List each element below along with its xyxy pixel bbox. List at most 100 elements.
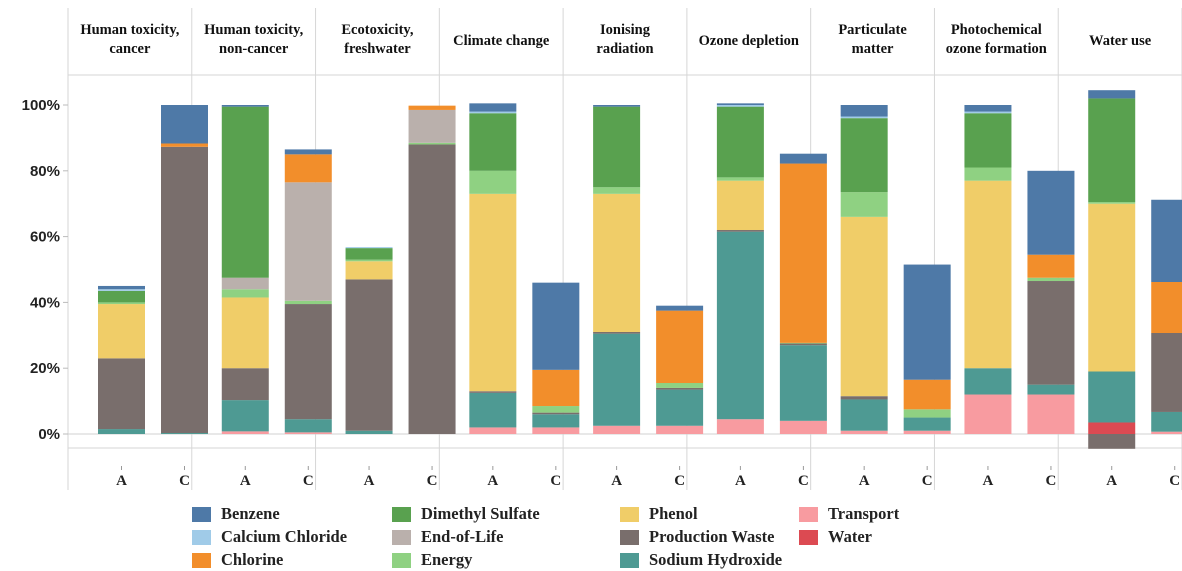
bar-segment-sodium-hydroxide xyxy=(903,417,951,431)
bar-segment-sodium-hydroxide xyxy=(1088,371,1136,423)
bar-segment-dimethyl-sulfate xyxy=(469,113,517,171)
bar-segment-calcium-chloride xyxy=(840,116,888,119)
bar-segment-production-waste xyxy=(284,304,332,420)
bar-segment-sodium-hydroxide xyxy=(221,400,269,432)
bar-segment-energy xyxy=(1088,202,1136,204)
y-tick-label: 100% xyxy=(22,97,60,114)
bar-segment-phenol xyxy=(345,261,393,280)
bar-segment-transport xyxy=(593,425,641,434)
chart-legend: Benzene Dimethyl Sulfate Phenol Transport Ca… xyxy=(192,503,952,569)
bar-segment-phenol xyxy=(221,297,269,369)
bar-segment-dimethyl-sulfate xyxy=(593,106,641,188)
bar-segment-dimethyl-sulfate xyxy=(221,106,269,278)
bar-segment-transport xyxy=(964,394,1012,434)
bar-segment-end-of-life xyxy=(284,182,332,301)
bar-segment-sodium-hydroxide xyxy=(593,333,641,426)
bar-segment-phenol xyxy=(716,180,764,231)
legend-label: Dimethyl Sulfate xyxy=(421,504,540,523)
legend-label: Water xyxy=(828,527,872,546)
bar-segment-benzene xyxy=(903,264,951,380)
bar-segment-production-waste xyxy=(469,391,517,393)
bar-segment-energy xyxy=(779,342,827,344)
bar-segment-sodium-hydroxide xyxy=(656,389,704,426)
x-tick-label: A xyxy=(611,473,622,489)
panel-title: freshwater xyxy=(344,41,411,57)
legend-swatch xyxy=(620,506,639,522)
bar-segment-transport xyxy=(1151,431,1182,434)
bar-segment-chlorine xyxy=(656,310,704,384)
bar-segment-phenol xyxy=(964,180,1012,369)
legend-label: Sodium Hydroxide xyxy=(649,550,783,569)
panel-title: cancer xyxy=(109,41,151,57)
bar-segment-chlorine xyxy=(1151,282,1182,333)
legend-label: Phenol xyxy=(649,504,698,523)
bar-segment-phenol xyxy=(1088,203,1136,372)
bar-segment-chlorine xyxy=(1027,254,1075,278)
legend-swatch xyxy=(192,506,211,522)
bar-segment-transport xyxy=(716,419,764,434)
bar-segment-end-of-life xyxy=(408,109,456,143)
bar-segment-production-waste xyxy=(408,144,456,435)
bar-segment-chlorine xyxy=(284,154,332,183)
bar-segment-phenol xyxy=(840,216,888,397)
x-tick-label: C xyxy=(550,473,561,489)
panel-title: Ionising xyxy=(600,22,651,38)
bar-segment-benzene xyxy=(1027,170,1075,255)
bar-segment-calcium-chloride xyxy=(98,289,145,291)
bar-segment-sodium-hydroxide xyxy=(161,433,208,434)
panel-title: radiation xyxy=(596,41,653,57)
panel-title: ozone formation xyxy=(946,41,1047,57)
bar-segment-energy xyxy=(284,300,332,305)
bar-segment-energy xyxy=(593,187,641,194)
y-tick-label: 40% xyxy=(30,294,60,311)
panel-title: Water use xyxy=(1089,33,1152,49)
bar-segment-benzene xyxy=(532,282,580,370)
panel-title: Ozone depletion xyxy=(699,33,799,49)
panel-title: Climate change xyxy=(453,33,550,49)
bar-segment-benzene xyxy=(161,105,208,144)
bar-segment-energy xyxy=(532,406,580,413)
legend-item: End-of-Life xyxy=(392,526,504,548)
legend-swatch xyxy=(799,506,818,522)
bar-segment-production-waste xyxy=(1151,332,1182,412)
legend-item: Chlorine xyxy=(192,549,283,571)
bar-segment-energy xyxy=(964,167,1012,181)
x-tick-label: A xyxy=(859,473,870,489)
bar-segment-calcium-chloride xyxy=(345,247,393,249)
bar-segment-benzene xyxy=(98,285,145,290)
bar-segment-dimethyl-sulfate xyxy=(840,118,888,193)
bar-segment-sodium-hydroxide xyxy=(98,429,145,434)
bar-segment-benzene xyxy=(469,103,517,112)
legend-label: End-of-Life xyxy=(421,527,504,546)
legend-swatch xyxy=(192,552,211,568)
bar-segment-water xyxy=(1088,422,1136,434)
x-tick-label: C xyxy=(1169,473,1180,489)
x-tick-label: C xyxy=(798,473,809,489)
x-tick-label: C xyxy=(922,473,933,489)
bar-segment-sodium-hydroxide xyxy=(1151,411,1182,432)
bar-segment-transport xyxy=(656,425,704,434)
legend-swatch xyxy=(620,552,639,568)
x-tick-label: A xyxy=(240,473,251,489)
legend-swatch xyxy=(392,529,411,545)
bar-segment-end-of-life xyxy=(221,277,269,290)
stacked-bar-chart: 100% 80% 60% 40% 20% 0% Human toxicity, cancer A… xyxy=(22,8,1182,490)
panel-title: Ecotoxicity, xyxy=(341,22,413,38)
bar-segment-energy xyxy=(469,170,517,194)
bar-segment-benzene xyxy=(1088,90,1136,99)
legend-label: Chlorine xyxy=(221,550,284,569)
bar-segment-production-waste xyxy=(345,279,393,431)
bar-segment-energy xyxy=(903,409,951,418)
bar-segment-benzene xyxy=(284,149,332,155)
bar-segment-sodium-hydroxide xyxy=(1027,384,1075,395)
legend-item: Calcium Chloride xyxy=(192,526,347,548)
bar-segment-production-waste xyxy=(840,396,888,400)
x-tick-label: C xyxy=(674,473,685,489)
legend-label: Production Waste xyxy=(649,527,775,546)
bar-segment-energy xyxy=(98,302,145,305)
legend-label: Calcium Chloride xyxy=(221,527,348,546)
bar-segment-chlorine xyxy=(408,105,456,110)
legend-item: Transport xyxy=(799,503,899,525)
bar-segment-production-waste xyxy=(779,343,827,346)
legend-label: Benzene xyxy=(221,504,280,523)
